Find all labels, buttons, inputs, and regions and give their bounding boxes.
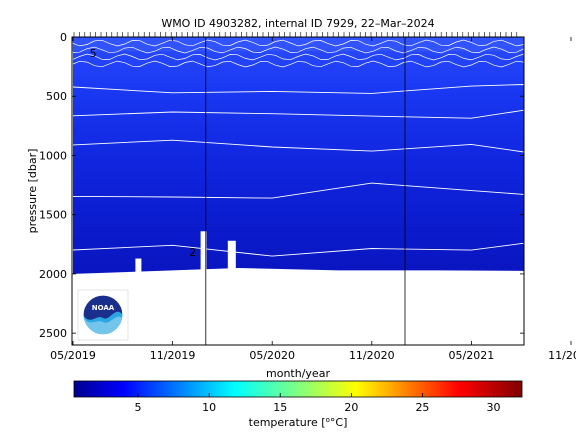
x-tick-label: 05/2021 — [449, 349, 495, 362]
svg-text:NOAA: NOAA — [92, 304, 115, 312]
contour-line — [72, 46, 524, 54]
y-tick-label: 500 — [46, 90, 67, 103]
contour-line — [72, 106, 524, 123]
colorbar-label: temperature [o°C] — [249, 416, 348, 429]
contour-label: 2 — [189, 246, 196, 259]
colorbar-tick-label: 30 — [487, 401, 501, 414]
colorbar-tick-label: 5 — [135, 401, 142, 414]
y-tick-label: 2500 — [39, 327, 67, 340]
profile-tick-marks — [73, 32, 518, 37]
y-axis-label: pressure [dbar] — [26, 149, 39, 234]
plot-frame — [71, 36, 525, 346]
noaa-logo: NOAA — [77, 289, 129, 341]
colorbar-tick-label: 25 — [415, 401, 429, 414]
y-axis-ticks: 0 500 1000 1500 2000 2500 — [39, 31, 524, 340]
y-tick-label: 0 — [60, 31, 67, 44]
colorbar-ticks: 5 10 15 20 25 30 — [135, 393, 501, 414]
year-marker-lines — [205, 37, 406, 345]
data-gap — [200, 231, 207, 274]
contour-line — [72, 60, 524, 68]
contour-line — [72, 139, 524, 158]
x-axis-ticks: 05/2019 11/2019 05/2020 11/2020 05/2021 11/20… — [50, 37, 576, 362]
contour-line — [72, 84, 524, 94]
field-area — [73, 37, 524, 304]
y-tick-label: 1500 — [39, 209, 67, 222]
x-tick-label: 05/2019 — [50, 349, 96, 362]
colorbar-tick-label: 15 — [273, 401, 287, 414]
surface-band — [72, 37, 524, 52]
colorbar — [73, 380, 523, 398]
colorbar-tick-label: 20 — [344, 401, 358, 414]
x-tick-label: 11/2020 — [349, 349, 395, 362]
y-tick-label: 2000 — [39, 268, 67, 281]
x-tick-label: 11/2021 — [548, 349, 576, 362]
contour-line — [72, 39, 524, 47]
contour-label: 5 — [90, 47, 97, 60]
temperature-field — [72, 37, 524, 304]
data-gap — [227, 240, 236, 272]
contour-line — [72, 53, 524, 61]
contour-line — [72, 182, 524, 199]
contour-line — [72, 242, 524, 260]
colorbar-tick-label: 10 — [202, 401, 216, 414]
isotherm-contours — [72, 39, 524, 260]
missing-data-gaps — [135, 231, 236, 274]
contour-labels: 532 — [90, 47, 197, 259]
x-tick-label: 05/2020 — [249, 349, 295, 362]
x-axis-label: month/year — [266, 367, 330, 380]
data-gap — [135, 258, 142, 274]
chart-title: WMO ID 4903282, internal ID 7929, 22–Mar… — [161, 17, 434, 30]
x-tick-label: 11/2019 — [150, 349, 196, 362]
y-tick-label: 1000 — [39, 149, 67, 162]
